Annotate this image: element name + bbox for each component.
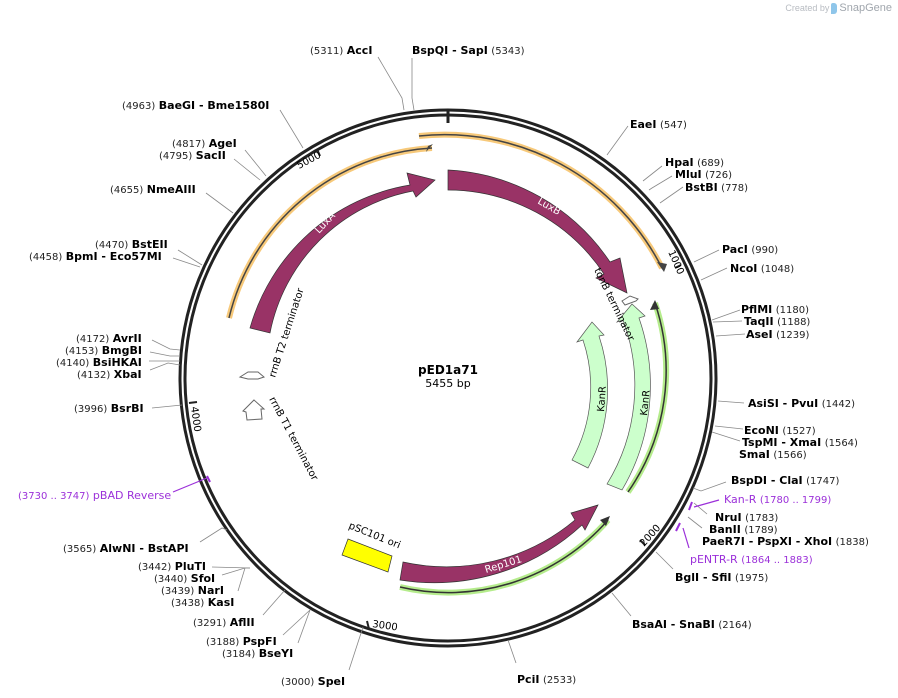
snapgene-credit: Created by SnapGene <box>785 2 892 14</box>
orf-green <box>399 300 670 596</box>
site-label[interactable]: PflMI (1180) <box>741 303 810 316</box>
site-label[interactable]: PacI (990) <box>722 243 779 256</box>
site-label[interactable]: (3442) PluTI <box>138 560 207 573</box>
primer-label[interactable]: Kan-R (1780 .. 1799) <box>724 493 832 506</box>
snapgene-logo-icon <box>831 2 838 14</box>
site-label[interactable]: BstBI (778) <box>685 181 749 194</box>
label-kanr-1: KanR <box>596 386 609 413</box>
tonb-terminator-icon <box>621 295 639 306</box>
primer-markers <box>172 475 720 549</box>
rrnb-t2-terminator-icon <box>238 371 266 380</box>
site-label[interactable]: BglI - SfiI (1975) <box>675 571 769 584</box>
plasmid-title: pED1a71 5455 bp <box>418 363 478 391</box>
site-label[interactable]: NcoI (1048) <box>730 262 795 275</box>
site-label[interactable]: SmaI (1566) <box>739 448 807 461</box>
site-label[interactable]: (3996) BsrBI <box>74 402 144 415</box>
rrnb-t1-terminator-icon <box>242 399 266 421</box>
orf-orange <box>226 131 667 319</box>
site-label[interactable]: (3184) BseYI <box>222 647 294 660</box>
site-label[interactable]: NruI (1783) <box>715 511 779 524</box>
site-label[interactable]: (4963) BaeGI - Bme1580I <box>122 99 270 112</box>
label-rrnb-t1: rrnB T1 terminator <box>266 395 320 483</box>
credit-prefix: Created by <box>785 3 830 13</box>
label-rep101: Rep101 <box>484 554 524 576</box>
site-label[interactable]: EaeI (547) <box>630 118 687 131</box>
tick-4000: 4000 <box>188 406 202 433</box>
site-label[interactable]: (3438) KasI <box>171 596 235 609</box>
site-label[interactable]: (4458) BpmI - Eco57MI <box>29 250 162 263</box>
site-label[interactable]: PciI (2533) <box>517 673 577 686</box>
primer-label[interactable]: pENTR-R (1864 .. 1883) <box>690 553 813 566</box>
primer-label[interactable]: (3730 .. 3747) pBAD Reverse <box>18 489 172 502</box>
site-label[interactable]: (3291) AflII <box>193 616 255 629</box>
site-label[interactable]: MluI (726) <box>675 168 733 181</box>
site-label[interactable]: (4172) AvrII <box>76 332 142 345</box>
feature-kanr-1[interactable] <box>571 321 608 469</box>
site-label[interactable]: (3188) PspFI <box>206 635 277 648</box>
tick-labels: 1000 2000 3000 4000 5000 <box>188 150 686 634</box>
feature-kanr-2[interactable] <box>606 303 651 491</box>
site-label[interactable]: BspDI - ClaI (1747) <box>731 474 840 487</box>
site-label[interactable]: PaeR7I - PspXI - XhoI (1838) <box>702 535 869 548</box>
feature-luxa[interactable] <box>249 172 436 334</box>
site-label[interactable]: (3565) AlwNI - BstAPI <box>63 542 189 555</box>
label-kanr-2: KanR <box>639 389 653 416</box>
site-label[interactable]: BanII (1789) <box>709 523 778 536</box>
site-label[interactable]: (5311) AccI <box>310 44 373 57</box>
site-label[interactable]: (4795) SacII <box>159 149 226 162</box>
site-label[interactable]: BspQI - SapI (5343) <box>412 44 525 57</box>
site-label[interactable]: AsiSI - PvuI (1442) <box>748 397 855 410</box>
credit-brand: SnapGene <box>839 2 892 14</box>
site-label[interactable]: (4655) NmeAIII <box>110 183 196 196</box>
site-label[interactable]: TaqII (1188) <box>744 315 811 328</box>
site-label[interactable]: (4132) XbaI <box>77 368 142 381</box>
site-label[interactable]: (4153) BmgBI <box>65 344 142 357</box>
plasmid-length: 5455 bp <box>425 377 471 390</box>
site-leader-lines <box>149 56 746 671</box>
site-label[interactable]: (3440) SfoI <box>154 572 216 585</box>
site-label[interactable]: AseI (1239) <box>746 328 810 341</box>
site-label[interactable]: EcoNI (1527) <box>744 424 816 437</box>
feature-luxb[interactable] <box>447 169 628 294</box>
site-label[interactable]: (4140) BsiHKAI <box>56 356 142 369</box>
tick-marks <box>188 148 682 630</box>
site-label[interactable]: BsaAI - SnaBI (2164) <box>632 618 752 631</box>
site-label[interactable]: TspMI - XmaI (1564) <box>742 436 858 449</box>
feature-psc101-ori[interactable] <box>341 538 393 573</box>
site-label[interactable]: (4470) BstEII <box>95 238 168 251</box>
site-label[interactable]: (4817) AgeI <box>172 137 237 150</box>
feature-rep101[interactable] <box>399 504 599 584</box>
site-label[interactable]: (3439) NarI <box>161 584 224 597</box>
site-label[interactable]: HpaI (689) <box>665 156 724 169</box>
site-label[interactable]: (3000) SpeI <box>281 675 346 688</box>
tick-3000: 3000 <box>372 619 399 633</box>
tick-1000: 1000 <box>665 249 685 277</box>
plasmid-name: pED1a71 <box>418 363 478 377</box>
